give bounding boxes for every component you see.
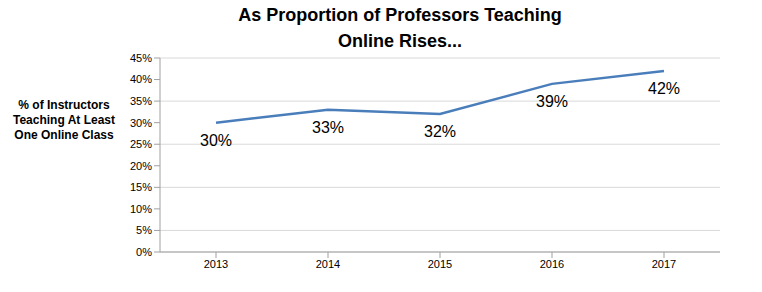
svg-text:15%: 15% bbox=[130, 181, 152, 193]
svg-text:2017: 2017 bbox=[652, 258, 676, 270]
svg-text:0%: 0% bbox=[136, 246, 152, 258]
svg-text:10%: 10% bbox=[130, 203, 152, 215]
svg-text:5%: 5% bbox=[136, 224, 152, 236]
svg-text:35%: 35% bbox=[130, 95, 152, 107]
svg-text:32%: 32% bbox=[424, 123, 456, 140]
svg-text:25%: 25% bbox=[130, 138, 152, 150]
html-text:% of Instructors Teaching At L: % of Instructors Teaching At Least One O… bbox=[13, 98, 115, 142]
svg-text:2013: 2013 bbox=[204, 258, 228, 270]
svg-text:33%: 33% bbox=[312, 119, 344, 136]
svg-text:42%: 42% bbox=[648, 80, 680, 97]
svg-text:20%: 20% bbox=[130, 160, 152, 172]
svg-text:2016: 2016 bbox=[540, 258, 564, 270]
svg-text:30%: 30% bbox=[200, 132, 232, 149]
svg-text:39%: 39% bbox=[536, 93, 568, 110]
svg-text:2015: 2015 bbox=[428, 258, 452, 270]
svg-text:45%: 45% bbox=[130, 52, 152, 64]
svg-text:30%: 30% bbox=[130, 117, 152, 129]
svg-text:2014: 2014 bbox=[316, 258, 340, 270]
svg-text:40%: 40% bbox=[130, 73, 152, 85]
html-text:As Proportion of Professors Te: As Proportion of Professors Teaching Onl… bbox=[238, 5, 562, 51]
